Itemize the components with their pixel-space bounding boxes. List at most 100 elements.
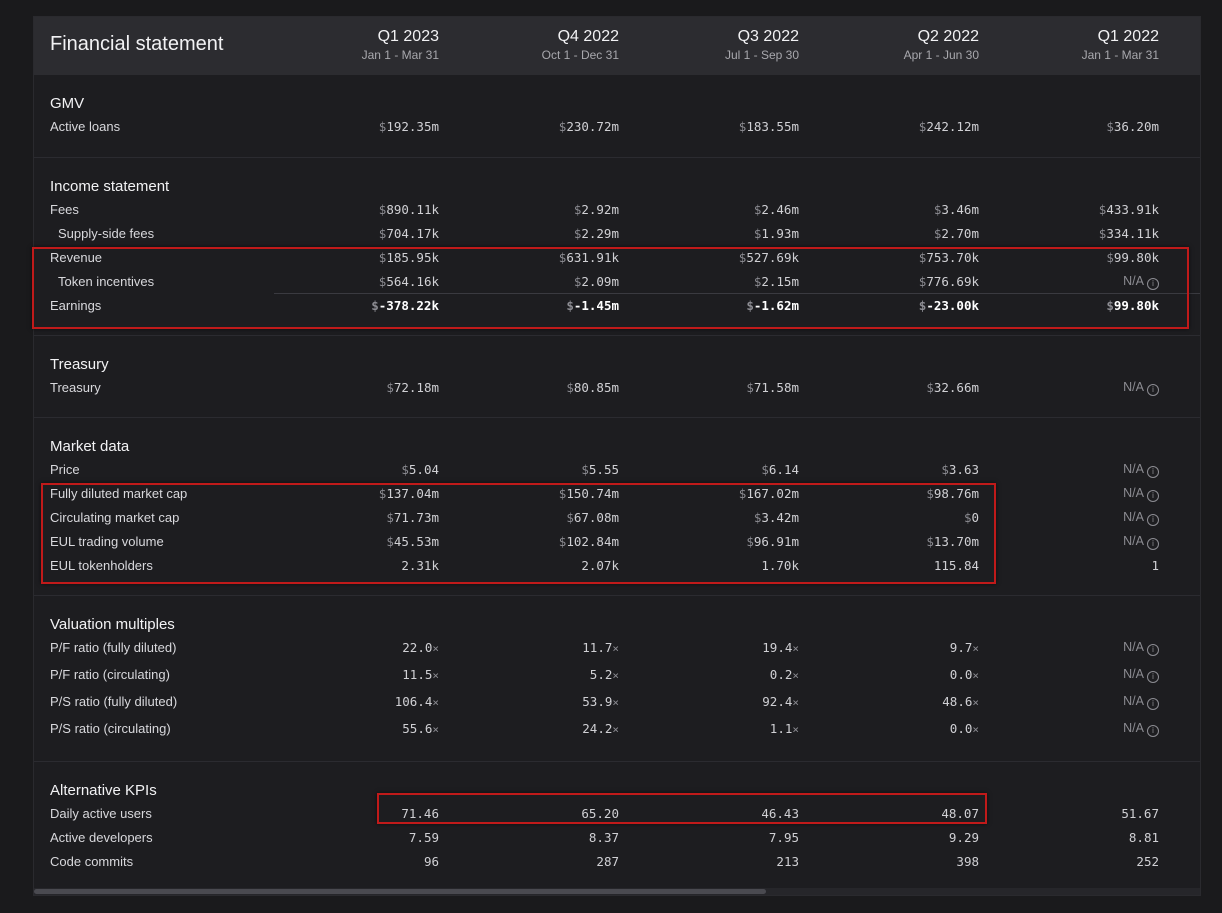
table-row-p-f-ratio-circulating: P/F ratio (circulating) 11.5× 5.2× 0.2× 0.0×… [34, 663, 1200, 687]
cell-value: $71.58m [599, 380, 799, 395]
value-text: 183.55m [746, 119, 799, 134]
cell-value: $230.72m [419, 119, 619, 134]
cell-value: 7.59 [239, 830, 439, 845]
value-text: 1.93m [761, 226, 799, 241]
currency-symbol: $ [558, 486, 567, 501]
cell-value: 7.95 [599, 830, 799, 845]
value-text: 71.46 [401, 806, 439, 821]
cell-value: 9.29 [779, 830, 979, 845]
value-text: 13.70m [933, 534, 979, 549]
info-icon[interactable]: i [1147, 466, 1159, 478]
row-label: Treasury [50, 380, 101, 395]
currency-symbol: $ [941, 462, 949, 477]
value-text: 8.81 [1128, 830, 1159, 845]
info-icon[interactable]: i [1147, 538, 1159, 550]
cell-value: 115.84 [779, 558, 979, 573]
row-label: P/F ratio (fully diluted) [50, 640, 177, 655]
value-text: 55.6 [402, 721, 433, 736]
value-text: 0 [971, 510, 979, 525]
cell-value: $2.09m [419, 274, 619, 289]
info-icon[interactable]: i [1147, 725, 1159, 737]
row-label: P/S ratio (circulating) [50, 721, 171, 736]
cell-value: 24.2× [419, 721, 619, 736]
value-text: -23.00k [926, 298, 979, 313]
cell-value: 1 [959, 558, 1159, 573]
multiple-symbol: × [792, 669, 799, 682]
section-title: Valuation multiples [50, 616, 175, 633]
cell-value: $2.29m [419, 226, 619, 241]
value-text: 48.07 [941, 806, 979, 821]
currency-symbol: $ [573, 274, 582, 289]
row-label: Earnings [50, 298, 102, 313]
value-text: 11.5 [402, 667, 433, 682]
cell-value: 1.1× [599, 721, 799, 736]
horizontal-scrollbar[interactable] [34, 888, 1200, 895]
cell-value: N/A i [959, 534, 1159, 550]
value-text: 704.17k [386, 226, 439, 241]
scrollbar-thumb[interactable] [34, 889, 766, 894]
value-text: 32.66m [933, 380, 979, 395]
value-text: 564.16k [386, 274, 439, 289]
info-icon[interactable]: i [1147, 671, 1159, 683]
cell-value: $334.11k [959, 226, 1159, 241]
cell-value: 106.4× [239, 694, 439, 709]
cell-value: $80.85m [419, 380, 619, 395]
table-row-eul-tokenholders: EUL tokenholders 2.31k 2.07k 1.70k 115.84 1 [34, 554, 1200, 578]
currency-symbol: $ [378, 226, 387, 241]
cell-value: 213 [599, 854, 799, 869]
currency-symbol: $ [558, 119, 567, 134]
value-text: N/A [1123, 640, 1144, 654]
cell-value: $3.63 [779, 462, 979, 477]
highlight-income-box [32, 247, 1189, 329]
value-text: 433.91k [1106, 202, 1159, 217]
value-text: 3.46m [941, 202, 979, 217]
info-icon[interactable]: i [1147, 644, 1159, 656]
row-label: Fees [50, 202, 79, 217]
column-dates: Jul 1 - Sep 30 [724, 48, 799, 62]
value-text: 71.73m [393, 510, 439, 525]
column-dates: Jan 1 - Mar 31 [361, 48, 439, 62]
cell-value: $36.20m [959, 119, 1159, 134]
info-icon[interactable]: i [1147, 278, 1159, 290]
value-text: 2.29m [581, 226, 619, 241]
currency-symbol: $ [1098, 202, 1107, 217]
value-text: 115.84 [933, 558, 979, 573]
cell-value: $3.42m [599, 510, 799, 525]
cell-value: $5.55 [419, 462, 619, 477]
value-text: 527.69k [746, 250, 799, 265]
cell-value: $13.70m [779, 534, 979, 549]
cell-value: $71.73m [239, 510, 439, 525]
currency-symbol: $ [558, 250, 567, 265]
currency-symbol: $ [746, 298, 754, 313]
value-text: 2.15m [761, 274, 799, 289]
multiple-symbol: × [612, 642, 619, 655]
multiple-symbol: × [792, 696, 799, 709]
currency-symbol: $ [566, 298, 574, 313]
value-text: 2.70m [941, 226, 979, 241]
info-icon[interactable]: i [1147, 698, 1159, 710]
currency-symbol: $ [753, 274, 762, 289]
column-quarter: Q1 2022 [1097, 28, 1159, 45]
column-header-q4-2022: Q4 2022 Oct 1 - Dec 31 [459, 28, 619, 62]
info-icon[interactable]: i [1147, 490, 1159, 502]
currency-symbol: $ [753, 202, 762, 217]
info-icon[interactable]: i [1147, 384, 1159, 396]
section-title: Market data [50, 438, 130, 455]
currency-symbol: $ [1106, 119, 1114, 134]
cell-value: $3.46m [779, 202, 979, 217]
currency-symbol: $ [933, 202, 942, 217]
cell-value: $5.04 [239, 462, 439, 477]
financial-statement-panel: Financial statement Q1 2023 Jan 1 - Mar 3… [33, 16, 1201, 896]
multiple-symbol: × [972, 642, 979, 655]
info-icon[interactable]: i [1147, 514, 1159, 526]
value-text: 150.74m [566, 486, 619, 501]
cell-value: 11.7× [419, 640, 619, 655]
currency-symbol: $ [581, 462, 589, 477]
highlight-dau-box [377, 793, 987, 824]
cell-value: N/A i [959, 694, 1159, 710]
value-text: 334.11k [1106, 226, 1159, 241]
value-text: 398 [956, 854, 979, 869]
table-row-active-developers: Active developers 7.59 8.37 7.95 9.29 8.81 [34, 826, 1200, 850]
value-text: -1.62m [753, 298, 799, 313]
cell-value: 48.07 [779, 806, 979, 821]
